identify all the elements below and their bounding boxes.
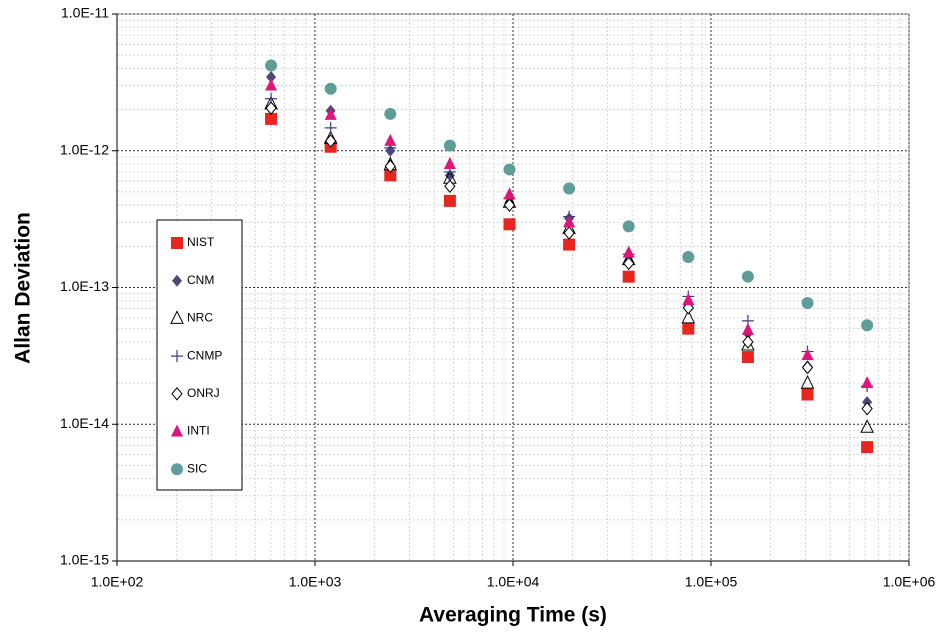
y-axis-title: Allan Deviation	[12, 212, 35, 364]
marker-triangle	[801, 348, 814, 361]
x-tick-label: 1.0E+02	[91, 574, 144, 590]
marker-triangle	[171, 424, 183, 437]
marker-triangle	[443, 157, 456, 170]
marker-open-diamond	[384, 159, 396, 174]
marker-triangle	[682, 293, 695, 306]
marker-triangle	[384, 133, 397, 146]
marker-open-triangle	[860, 419, 874, 433]
marker-open-diamond	[503, 198, 516, 212]
marker-open-triangle	[170, 310, 184, 324]
legend-label: CNM	[187, 273, 214, 287]
marker-plus	[171, 350, 183, 363]
marker-circle	[503, 163, 516, 176]
marker-open-diamond	[742, 335, 754, 349]
marker-triangle	[563, 215, 576, 228]
marker-square	[622, 270, 635, 283]
legend-label: NRC	[187, 311, 213, 325]
marker-circle	[324, 82, 337, 95]
marker-square	[503, 218, 516, 231]
marker-circle	[741, 270, 754, 283]
marker-square	[171, 237, 183, 249]
x-axis-title: Averaging Time (s)	[419, 604, 607, 627]
legend-label: CNMP	[187, 348, 222, 362]
legend-label: SIC	[187, 461, 207, 475]
marker-circle	[801, 297, 814, 310]
marker-triangle	[265, 78, 278, 91]
marker-triangle	[503, 187, 516, 200]
marker-diamond	[266, 71, 277, 84]
marker-open-diamond	[265, 101, 277, 115]
marker-open-diamond	[861, 401, 873, 416]
marker-circle	[682, 251, 695, 264]
marker-circle	[384, 107, 397, 120]
marker-open-triangle	[681, 309, 696, 324]
marker-open-diamond	[325, 134, 337, 148]
marker-circle	[265, 59, 278, 72]
marker-circle	[563, 182, 576, 195]
marker-triangle	[861, 376, 874, 389]
x-tick-label: 1.0E+05	[685, 574, 738, 590]
legend-box	[156, 219, 243, 491]
marker-square	[682, 322, 695, 335]
marker-triangle	[324, 107, 337, 120]
y-tick-label: 1.0E-13	[60, 278, 109, 294]
marker-circle	[171, 463, 183, 476]
marker-open-diamond	[801, 360, 814, 375]
marker-triangle	[622, 245, 635, 258]
y-tick-label: 1.0E-12	[60, 141, 109, 157]
marker-square	[563, 238, 576, 251]
marker-square	[861, 441, 874, 454]
marker-diamond	[172, 274, 182, 287]
marker-circle	[443, 139, 456, 152]
marker-square	[443, 194, 456, 207]
y-tick-label: 1.0E-11	[61, 5, 109, 21]
x-tick-label: 1.0E+06	[883, 574, 936, 590]
y-tick-label: 1.0E-15	[60, 552, 109, 568]
marker-open-diamond	[563, 226, 575, 240]
marker-open-triangle	[800, 374, 815, 389]
x-tick-label: 1.0E+03	[289, 574, 342, 590]
y-tick-label: 1.0E-14	[60, 415, 109, 431]
marker-circle	[622, 220, 635, 233]
marker-square	[801, 388, 814, 401]
legend-label: INTI	[187, 424, 210, 438]
legend-label: NIST	[187, 235, 215, 249]
marker-square	[265, 112, 278, 125]
marker-triangle	[741, 322, 754, 335]
marker-circle	[861, 319, 874, 332]
marker-plus	[324, 121, 337, 134]
marker-open-diamond	[623, 256, 635, 271]
marker-open-diamond	[171, 387, 183, 401]
marker-square	[741, 351, 754, 364]
marker-square	[384, 169, 397, 182]
x-tick-label: 1.0E+04	[487, 574, 540, 590]
marker-open-diamond	[444, 179, 456, 194]
legend-label: ONRJ	[187, 386, 220, 400]
